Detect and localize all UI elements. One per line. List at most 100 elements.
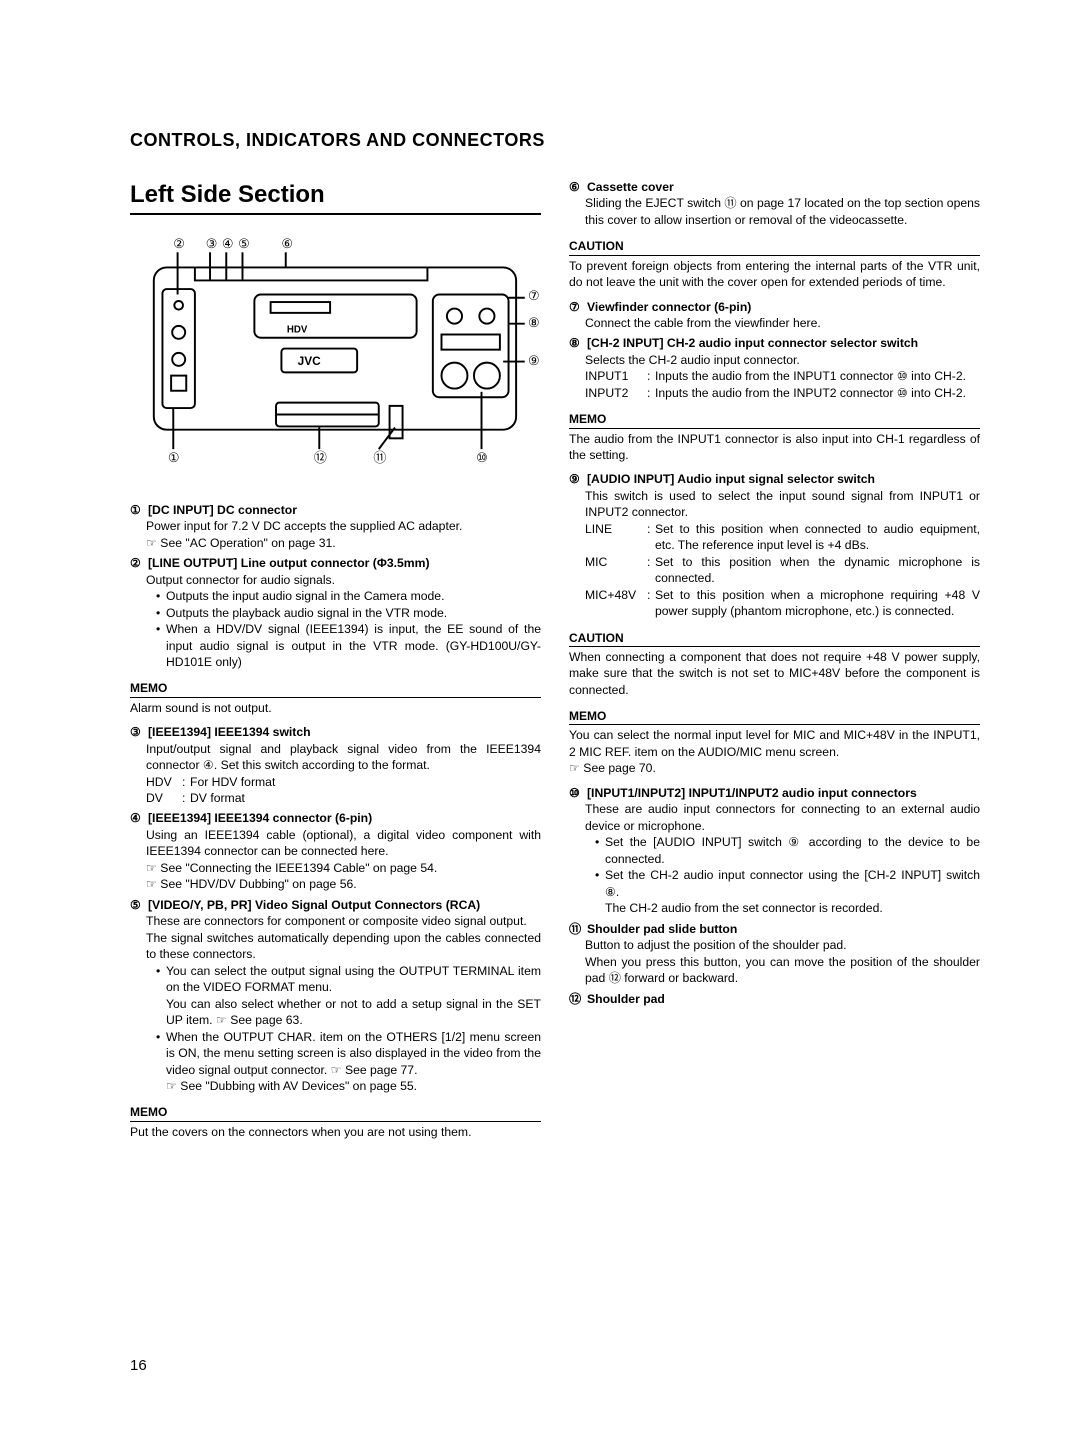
item-7: ⑦Viewfinder connector (6-pin) Connect th… [569, 299, 980, 332]
def: Set to this position when the dynamic mi… [655, 554, 980, 587]
item-num: ⑦ [569, 299, 585, 315]
left-column: Left Side Section ② ③ ④ ⑤ ⑥ [130, 179, 541, 1148]
text: Sliding the EJECT switch ⑪ on page 17 lo… [569, 195, 980, 228]
item-12: ⑫Shoulder pad [569, 991, 980, 1007]
term: DV [146, 790, 182, 806]
svg-text:JVC: JVC [298, 354, 322, 368]
memo-body: Alarm sound is not output. [130, 700, 541, 716]
def: Inputs the audio from the INPUT2 connect… [655, 385, 980, 401]
item-3: ③[IEEE1394] IEEE1394 switch Input/output… [130, 724, 541, 806]
text: When you press this button, you can move… [585, 954, 980, 987]
text: The signal switches automatically depend… [146, 930, 541, 963]
def: For HDV format [190, 774, 541, 790]
svg-text:①: ① [168, 451, 180, 466]
item-9: ⑨[AUDIO INPUT] Audio input signal select… [569, 471, 980, 619]
memo-heading: MEMO [130, 680, 541, 697]
page-heading: CONTROLS, INDICATORS AND CONNECTORS [130, 130, 980, 151]
svg-text:⑩: ⑩ [476, 451, 488, 466]
item-5: ⑤[VIDEO/Y, PB, PR] Video Signal Output C… [130, 897, 541, 1095]
svg-text:⑦: ⑦ [528, 288, 540, 303]
text: The CH-2 audio from the set connector is… [605, 900, 980, 916]
right-column: ⑥Cassette cover Sliding the EJECT switch… [569, 179, 980, 1148]
term: LINE [585, 521, 647, 554]
text: These are connectors for component or co… [146, 913, 541, 929]
item-num: ④ [130, 810, 146, 826]
item-2: ②[LINE OUTPUT] Line output connector (Φ3… [130, 555, 541, 670]
term: INPUT1 [585, 368, 647, 384]
svg-text:④: ④ [222, 236, 234, 251]
item-title: [INPUT1/INPUT2] INPUT1/INPUT2 audio inpu… [587, 785, 917, 801]
svg-text:⑤: ⑤ [238, 236, 250, 251]
item-num: ② [130, 555, 146, 571]
term: MIC+48V [585, 587, 647, 620]
svg-text:⑧: ⑧ [528, 315, 540, 330]
item-num: ⑥ [569, 179, 585, 195]
caution-body: To prevent foreign objects from entering… [569, 258, 980, 291]
item-title: Shoulder pad slide button [587, 921, 737, 937]
text: You can also select whether or not to ad… [166, 996, 541, 1029]
camera-diagram: ② ③ ④ ⑤ ⑥ JVC HDV [130, 235, 541, 473]
item-title: [DC INPUT] DC connector [148, 502, 297, 518]
svg-text:⑨: ⑨ [528, 353, 540, 368]
ref: ☞ See "HDV/DV Dubbing" on page 56. [146, 876, 541, 892]
svg-text:⑫: ⑫ [314, 451, 327, 466]
svg-text:⑥: ⑥ [281, 236, 293, 251]
item-title: Viewfinder connector (6-pin) [587, 299, 751, 315]
def: Inputs the audio from the INPUT1 connect… [655, 368, 980, 384]
svg-text:③: ③ [206, 236, 218, 251]
text: Power input for 7.2 V DC accepts the sup… [146, 518, 541, 534]
item-num: ⑪ [569, 921, 585, 937]
memo-body: You can select the normal input level fo… [569, 727, 980, 776]
item-title: [IEEE1394] IEEE1394 connector (6-pin) [148, 810, 372, 826]
section-title: Left Side Section [130, 179, 541, 215]
text: Output connector for audio signals. [146, 572, 541, 588]
caution-body: When connecting a component that does no… [569, 649, 980, 698]
text: These are audio input connectors for con… [585, 801, 980, 834]
text: Using an IEEE1394 cable (optional), a di… [146, 827, 541, 860]
bullet: You can select the output signal using t… [156, 963, 541, 1029]
bullet: When the OUTPUT CHAR. item on the OTHERS… [156, 1029, 541, 1095]
memo-heading: MEMO [569, 411, 980, 428]
text: Connect the cable from the viewfinder he… [569, 315, 980, 331]
svg-text:②: ② [173, 236, 185, 251]
bullet: Outputs the input audio signal in the Ca… [156, 588, 541, 604]
caution-heading: CAUTION [569, 630, 980, 647]
item-title: [AUDIO INPUT] Audio input signal selecto… [587, 471, 875, 487]
item-title: [LINE OUTPUT] Line output connector (Φ3.… [148, 555, 430, 571]
ref: ☞ See "Dubbing with AV Devices" on page … [166, 1078, 541, 1094]
memo-body: The audio from the INPUT1 connector is a… [569, 431, 980, 464]
bullet: Outputs the playback audio signal in the… [156, 605, 541, 621]
term: INPUT2 [585, 385, 647, 401]
text: Button to adjust the position of the sho… [585, 937, 980, 953]
item-num: ⑨ [569, 471, 585, 487]
text: This switch is used to select the input … [585, 488, 980, 521]
item-6: ⑥Cassette cover Sliding the EJECT switch… [569, 179, 980, 228]
item-title: [IEEE1394] IEEE1394 switch [148, 724, 311, 740]
caution-heading: CAUTION [569, 238, 980, 255]
bullet: Set the CH-2 audio input connector using… [595, 867, 980, 916]
item-title: [CH-2 INPUT] CH-2 audio input connector … [587, 335, 918, 351]
def: DV format [190, 790, 541, 806]
svg-text:HDV: HDV [287, 325, 308, 336]
def: Set to this position when connected to a… [655, 521, 980, 554]
bullet: Set the [AUDIO INPUT] switch ⑨ according… [595, 834, 980, 867]
memo-heading: MEMO [130, 1104, 541, 1121]
item-num: ⑫ [569, 991, 585, 1007]
term: HDV [146, 774, 182, 790]
item-num: ⑤ [130, 897, 146, 913]
svg-text:⑪: ⑪ [373, 451, 386, 466]
memo-body: Put the covers on the connectors when yo… [130, 1124, 541, 1140]
item-4: ④[IEEE1394] IEEE1394 connector (6-pin) U… [130, 810, 541, 892]
item-title: Cassette cover [587, 179, 674, 195]
text: Selects the CH-2 audio input connector. [585, 352, 980, 368]
page-number: 16 [130, 1357, 147, 1374]
item-title: Shoulder pad [587, 991, 665, 1007]
text: Input/output signal and playback signal … [146, 741, 541, 774]
item-num: ⑩ [569, 785, 585, 801]
ref: ☞ See "AC Operation" on page 31. [146, 535, 541, 551]
ref: ☞ See "Connecting the IEEE1394 Cable" on… [146, 860, 541, 876]
two-column-layout: Left Side Section ② ③ ④ ⑤ ⑥ [130, 179, 980, 1148]
item-num: ① [130, 502, 146, 518]
item-title: [VIDEO/Y, PB, PR] Video Signal Output Co… [148, 897, 480, 913]
bullet: When a HDV/DV signal (IEEE1394) is input… [156, 621, 541, 670]
